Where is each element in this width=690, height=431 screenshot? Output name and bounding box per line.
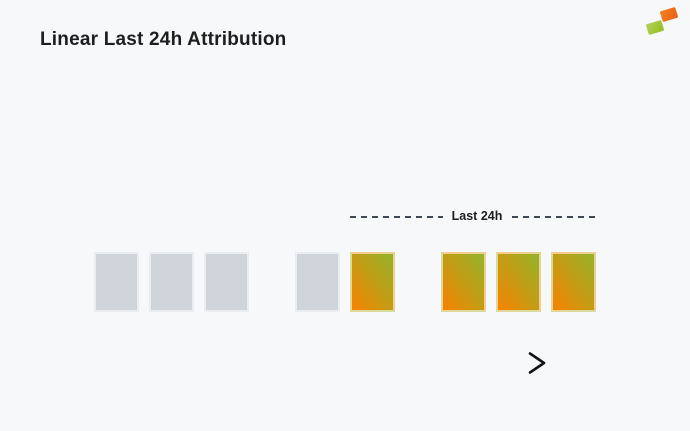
touchpoint-past bbox=[204, 252, 249, 312]
touchpoint-attributed bbox=[441, 252, 486, 312]
window-dash-left bbox=[350, 216, 443, 218]
touchpoint-past bbox=[295, 252, 340, 312]
window-label: Last 24h bbox=[451, 209, 503, 223]
touchpoint-group bbox=[94, 252, 249, 312]
timeline-groups bbox=[94, 252, 596, 312]
touchpoint-group bbox=[295, 252, 395, 312]
touchpoint-attributed bbox=[551, 252, 596, 312]
time-arrow bbox=[148, 352, 546, 374]
arrow-head-icon bbox=[528, 352, 546, 374]
page-title: Linear Last 24h Attribution bbox=[40, 29, 287, 50]
logo-green-chip-icon bbox=[645, 19, 665, 36]
window-dash-right bbox=[512, 216, 600, 218]
logo-orange-chip-icon bbox=[659, 6, 679, 23]
touchpoint-attributed bbox=[350, 252, 395, 312]
brand-logo bbox=[645, 6, 679, 36]
touchpoint-attributed bbox=[496, 252, 541, 312]
touchpoint-group bbox=[441, 252, 596, 312]
touchpoint-past bbox=[149, 252, 194, 312]
touchpoint-past bbox=[94, 252, 139, 312]
